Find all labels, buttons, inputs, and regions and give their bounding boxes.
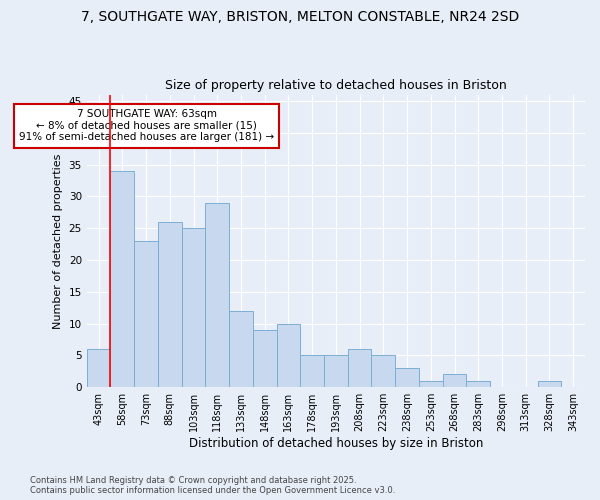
Text: 7, SOUTHGATE WAY, BRISTON, MELTON CONSTABLE, NR24 2SD: 7, SOUTHGATE WAY, BRISTON, MELTON CONSTA… bbox=[81, 10, 519, 24]
Bar bbox=[324, 356, 348, 387]
X-axis label: Distribution of detached houses by size in Briston: Distribution of detached houses by size … bbox=[188, 437, 483, 450]
Bar bbox=[466, 381, 490, 387]
Bar bbox=[419, 381, 443, 387]
Bar bbox=[395, 368, 419, 387]
Bar bbox=[158, 222, 182, 387]
Bar bbox=[348, 349, 371, 387]
Title: Size of property relative to detached houses in Briston: Size of property relative to detached ho… bbox=[165, 79, 507, 92]
Bar bbox=[253, 330, 277, 387]
Bar bbox=[87, 349, 110, 387]
Bar bbox=[443, 374, 466, 387]
Bar bbox=[371, 356, 395, 387]
Bar bbox=[110, 171, 134, 387]
Bar bbox=[134, 241, 158, 387]
Bar bbox=[229, 311, 253, 387]
Bar bbox=[277, 324, 300, 387]
Bar bbox=[205, 202, 229, 387]
Bar bbox=[538, 381, 561, 387]
Bar bbox=[182, 228, 205, 387]
Bar bbox=[300, 356, 324, 387]
Text: 7 SOUTHGATE WAY: 63sqm
← 8% of detached houses are smaller (15)
91% of semi-deta: 7 SOUTHGATE WAY: 63sqm ← 8% of detached … bbox=[19, 109, 274, 142]
Text: Contains HM Land Registry data © Crown copyright and database right 2025.
Contai: Contains HM Land Registry data © Crown c… bbox=[30, 476, 395, 495]
Y-axis label: Number of detached properties: Number of detached properties bbox=[53, 153, 63, 328]
